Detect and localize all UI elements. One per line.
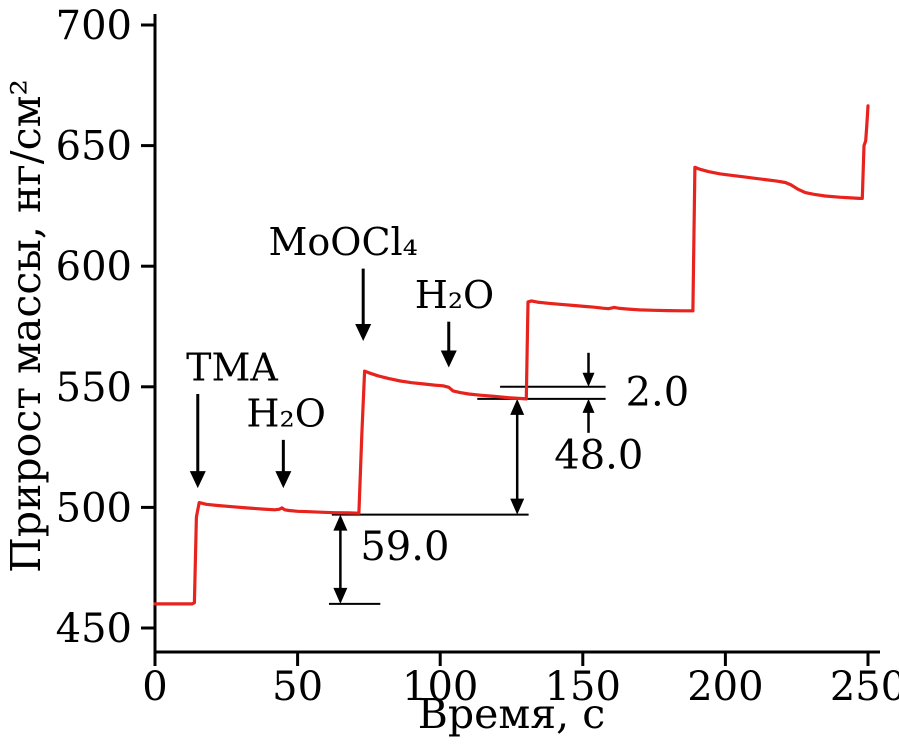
x-axis-title: Время, с: [418, 690, 605, 738]
measure-arrowhead-up-step-2: [582, 398, 595, 413]
y-tick-label: 600: [56, 244, 132, 290]
annotation-label-moocl4: MoOCl₄: [269, 220, 418, 264]
measure-arrowhead-down-step-48: [510, 498, 525, 515]
annotation-arrowhead-moocl4: [355, 323, 372, 341]
annotation-arrowhead-h2o-2: [440, 350, 457, 368]
y-tick-label: 500: [56, 485, 132, 531]
y-tick-label: 550: [56, 365, 132, 411]
measure-label-step-48: 48.0: [554, 432, 643, 478]
x-tick-label: 200: [687, 664, 763, 710]
annotation-arrowhead-h2o-1: [275, 471, 292, 489]
x-tick-label: 50: [272, 664, 323, 710]
measure-label-step-2: 2.0: [626, 370, 690, 416]
x-tick-label: 100: [402, 664, 478, 710]
series-mass-gain: [153, 104, 870, 606]
x-tick-label: 0: [142, 664, 167, 710]
y-tick-label: 450: [56, 606, 132, 652]
annotation-label-h2o-2: H₂O: [415, 273, 495, 317]
annotation-label-tma: TMA: [186, 346, 278, 390]
measure-arrowhead-up-step-59: [333, 514, 348, 531]
measure-label-step-59: 59.0: [360, 524, 449, 570]
y-tick-label: 700: [56, 3, 132, 49]
measure-arrowhead-down-step-2: [582, 372, 595, 387]
x-tick-label: 150: [545, 664, 621, 710]
annotation-arrowhead-tma: [189, 471, 206, 489]
annotation-label-h2o-1: H₂O: [246, 391, 326, 435]
measure-arrowhead-up-step-48: [510, 398, 525, 415]
measure-arrowhead-down-step-59: [333, 587, 348, 604]
x-tick-label: 250: [830, 664, 899, 710]
y-tick-label: 650: [56, 124, 132, 170]
y-axis-title: Прирост массы, нг/см²: [2, 79, 50, 573]
